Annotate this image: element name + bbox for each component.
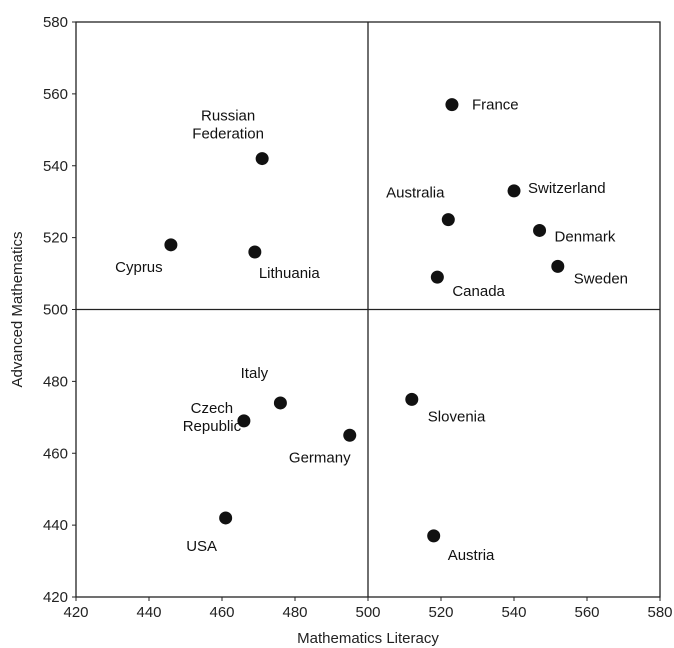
data-point [533, 223, 547, 237]
y-tick-label: 560 [43, 86, 68, 103]
tick-labels: 420 440 460 480 500 520 540 560 580 420 440 460 480 5… [43, 14, 673, 621]
x-tick-label: 440 [136, 604, 161, 621]
data-point [427, 529, 441, 543]
point-label: France [472, 97, 519, 114]
x-axis-title: Mathematics Literacy [297, 630, 439, 647]
point-label: Federation [192, 126, 264, 143]
point-label: Germany [289, 449, 351, 466]
x-tick-label: 540 [501, 604, 526, 621]
y-tick-label: 440 [43, 517, 68, 534]
y-tick-label: 540 [43, 158, 68, 175]
x-tick-label: 560 [574, 604, 599, 621]
data-point [248, 245, 262, 259]
point-label: Slovenia [428, 408, 486, 425]
y-tick-label: 500 [43, 302, 68, 319]
data-point [551, 259, 565, 273]
data-point [343, 428, 357, 442]
point-label: Canada [452, 283, 505, 300]
data-point [237, 414, 251, 428]
data-point [441, 213, 455, 227]
point-label: Italy [241, 365, 269, 382]
data-point [430, 270, 444, 284]
point-label: Russian [201, 108, 255, 125]
y-tick-label: 520 [43, 230, 68, 247]
point-label: USA [186, 538, 217, 555]
point-label: Denmark [555, 228, 616, 245]
data-point [255, 152, 269, 166]
x-tick-label: 420 [63, 604, 88, 621]
data-point [164, 238, 178, 252]
point-label: Lithuania [259, 265, 321, 282]
x-tick-label: 480 [282, 604, 307, 621]
x-tick-label: 580 [647, 604, 672, 621]
data-point [445, 98, 459, 112]
y-axis-title: Advanced Mathematics [9, 232, 26, 388]
y-tick-label: 460 [43, 445, 68, 462]
y-tick-label: 420 [43, 589, 68, 606]
point-label: Czech [191, 400, 234, 417]
point-label: Sweden [574, 270, 628, 287]
y-tick-label: 480 [43, 373, 68, 390]
point-label: Republic [183, 418, 242, 435]
plot-frame [75, 21, 661, 598]
point-label: Cyprus [115, 259, 163, 276]
data-point [219, 511, 233, 525]
x-tick-label: 460 [209, 604, 234, 621]
y-tick-label: 580 [43, 14, 68, 31]
x-tick-label: 500 [355, 604, 380, 621]
data-point [507, 184, 521, 198]
point-label: Australia [386, 185, 445, 202]
data-point [273, 396, 287, 410]
data-points [164, 98, 565, 543]
x-tick-label: 520 [428, 604, 453, 621]
point-label: Austria [448, 547, 495, 564]
point-label: Switzerland [528, 180, 606, 197]
data-point [405, 392, 419, 406]
